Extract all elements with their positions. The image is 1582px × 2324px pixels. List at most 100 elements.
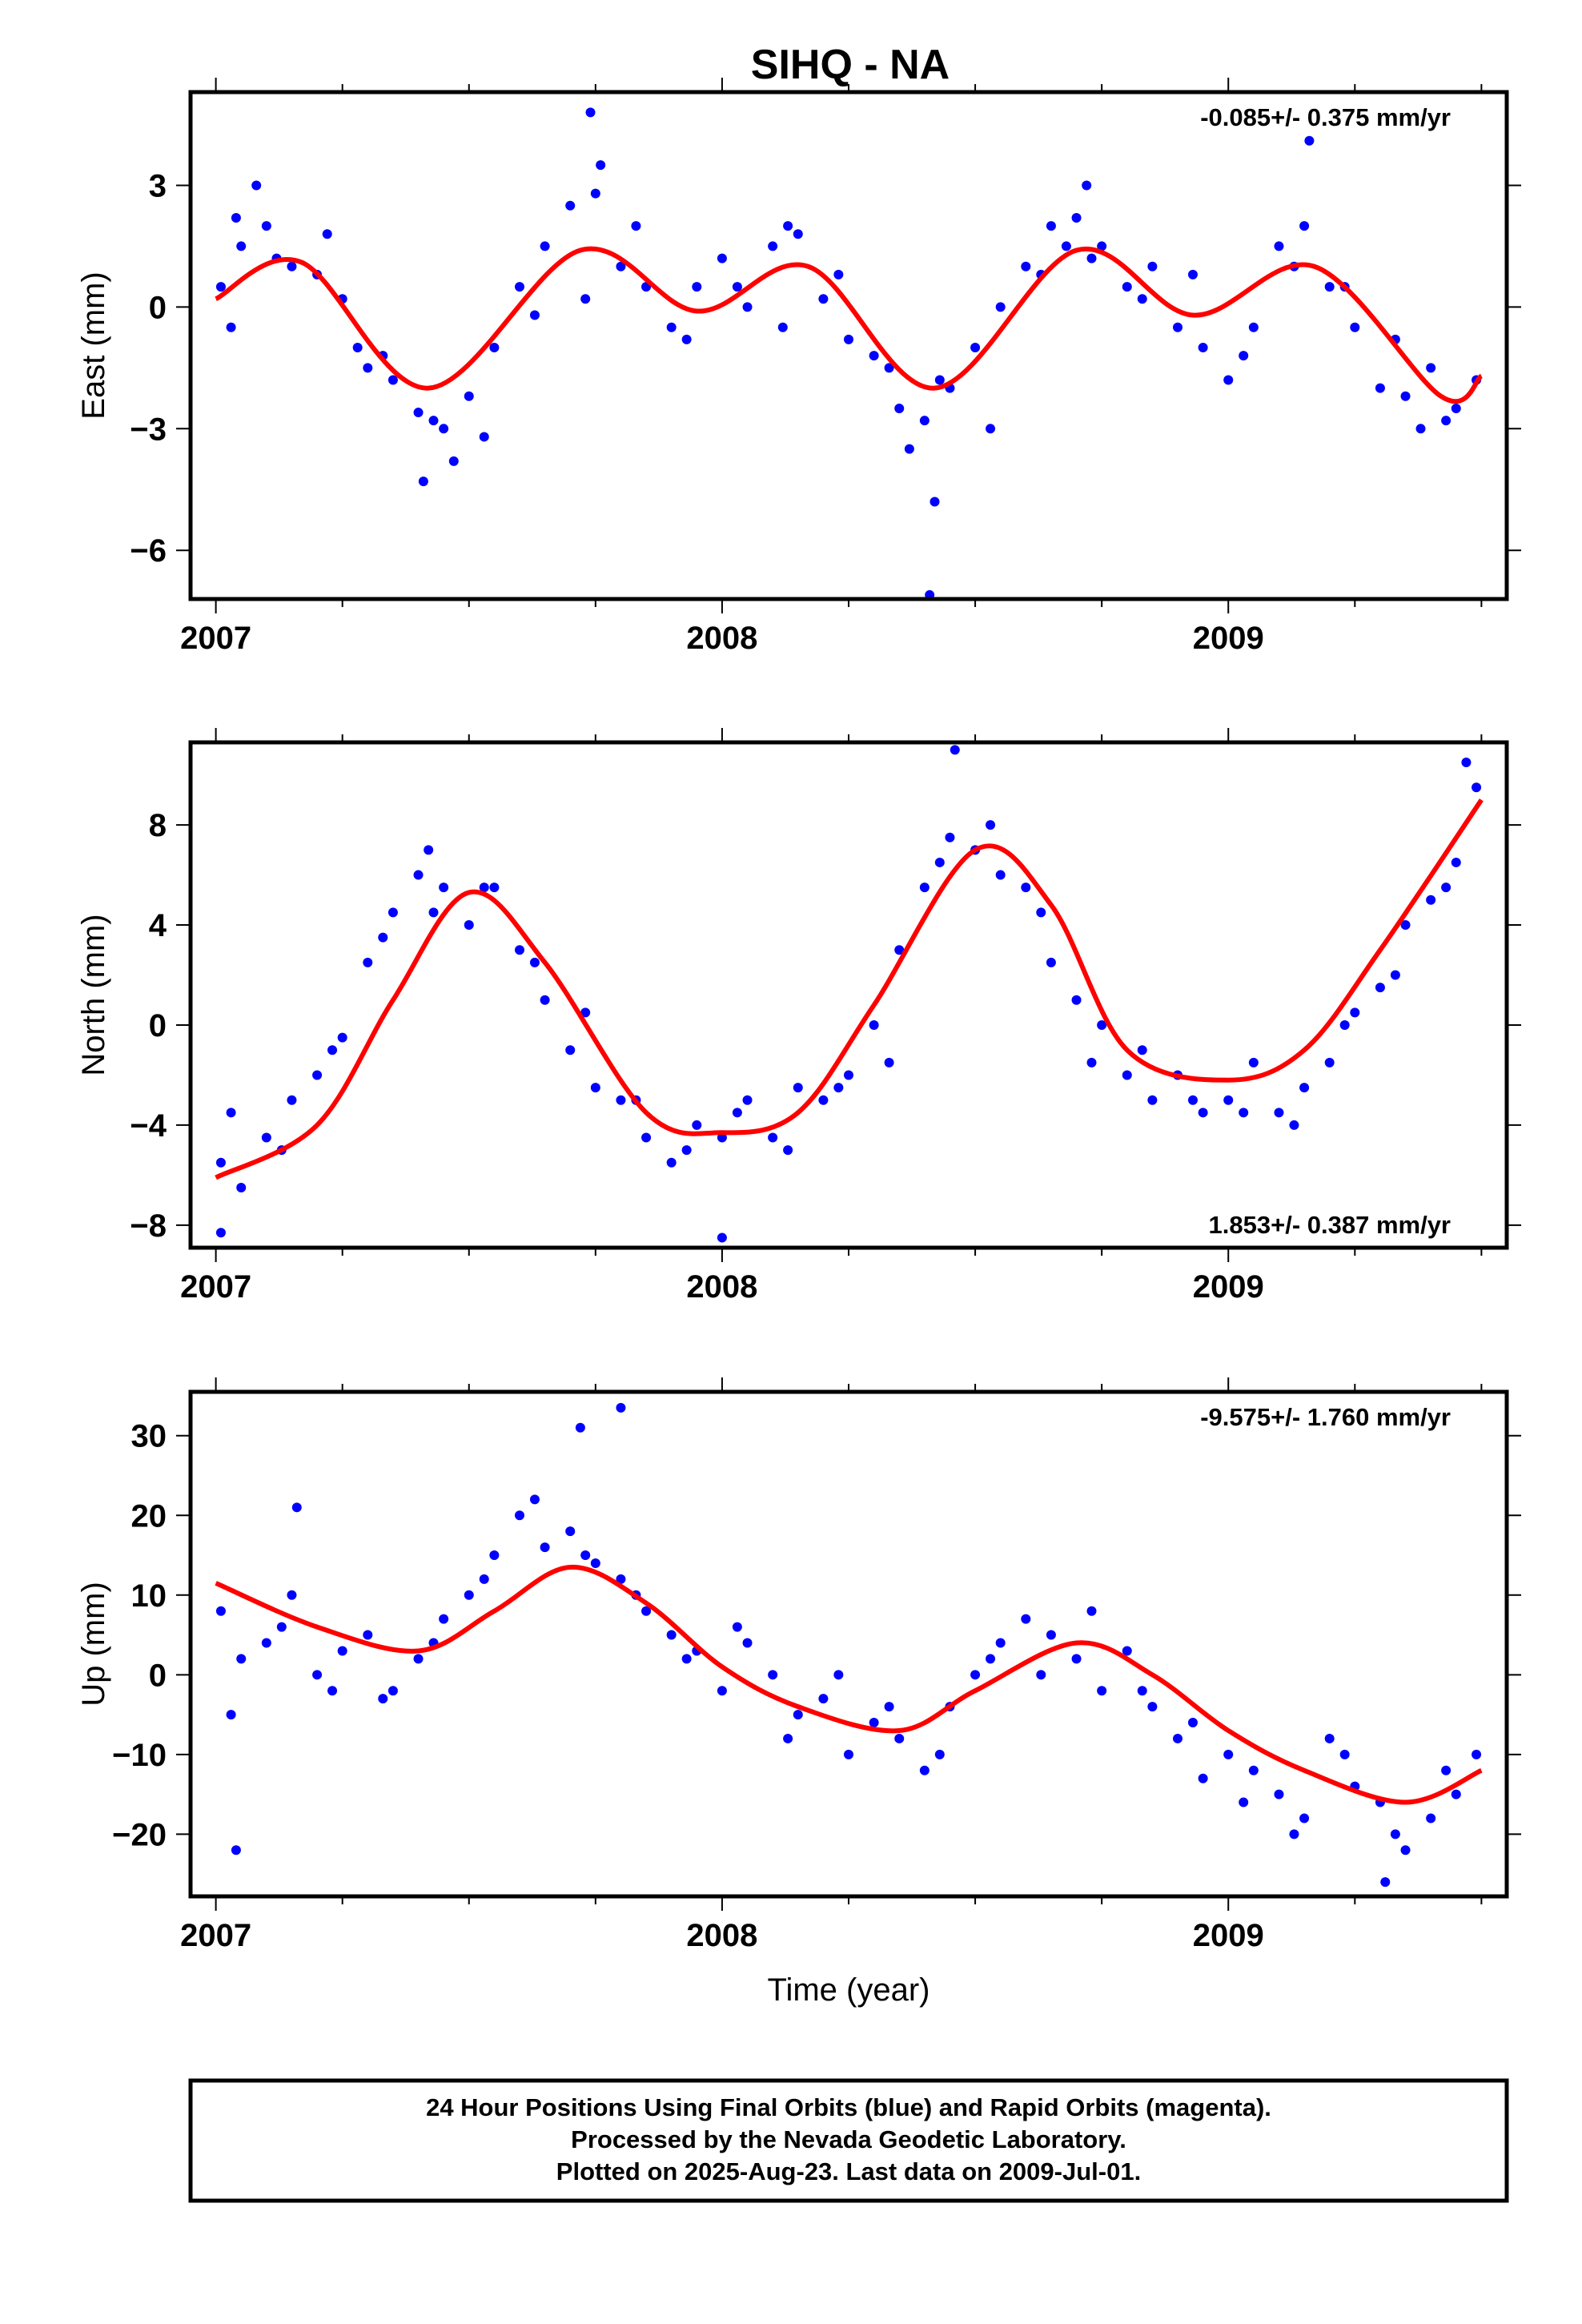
- data-point: [793, 229, 803, 239]
- y-tick-label: 3: [149, 168, 167, 203]
- data-point: [387, 375, 398, 385]
- data-point: [666, 322, 677, 332]
- data-point: [818, 1095, 829, 1105]
- data-point: [1046, 1630, 1056, 1640]
- data-point: [692, 1120, 702, 1130]
- data-point: [1071, 995, 1082, 1005]
- data-point: [1198, 1773, 1208, 1783]
- data-point: [631, 221, 641, 231]
- data-point: [287, 1095, 297, 1105]
- data-points: [215, 745, 1484, 1243]
- data-point: [1036, 907, 1046, 918]
- data-point: [894, 403, 905, 413]
- y-tick-label: 0: [149, 1008, 167, 1043]
- data-point: [276, 1622, 287, 1632]
- data-point: [995, 302, 1006, 312]
- data-point: [428, 907, 439, 918]
- data-point: [215, 1228, 226, 1238]
- data-point: [904, 444, 914, 454]
- data-point: [226, 1710, 236, 1720]
- data-point: [337, 1032, 347, 1043]
- figure-title: SIHQ - NA: [751, 42, 950, 88]
- data-point: [479, 432, 489, 442]
- rate-label: -0.085+/- 0.375 mm/yr: [1200, 103, 1451, 131]
- plot-frame: [188, 740, 1509, 1250]
- data-point: [732, 1108, 742, 1118]
- data-point: [641, 1606, 652, 1616]
- data-point: [565, 1526, 576, 1537]
- y-tick-label: 0: [149, 1658, 167, 1693]
- data-point: [986, 1654, 996, 1664]
- data-point: [768, 1670, 778, 1680]
- data-point: [231, 1845, 241, 1856]
- data-point: [1248, 1057, 1259, 1068]
- data-point: [327, 1686, 338, 1696]
- data-point: [529, 1494, 540, 1505]
- data-point: [777, 322, 788, 332]
- data-point: [413, 870, 424, 880]
- data-point: [1147, 261, 1158, 271]
- data-point: [793, 1710, 803, 1720]
- data-point: [529, 957, 540, 967]
- data-point: [783, 221, 793, 231]
- y-tick-label: 30: [131, 1419, 167, 1454]
- data-point: [1339, 1019, 1350, 1030]
- data-point: [489, 1550, 500, 1561]
- data-point: [1451, 1789, 1461, 1799]
- data-point: [464, 920, 474, 931]
- data-point: [312, 1670, 323, 1680]
- data-point: [1441, 1765, 1452, 1775]
- data-point: [337, 1646, 347, 1656]
- data-point: [1198, 343, 1208, 353]
- data-point: [1021, 883, 1031, 893]
- data-point: [439, 424, 449, 434]
- data-point: [1426, 1813, 1436, 1823]
- x-tick-label: 2007: [180, 621, 251, 656]
- y-tick-label: 4: [149, 908, 167, 943]
- data-point: [970, 1670, 981, 1680]
- data-point: [1147, 1702, 1158, 1712]
- data-point: [378, 1694, 388, 1704]
- data-point: [464, 1590, 474, 1600]
- data-point: [1097, 1686, 1107, 1696]
- data-point: [818, 1694, 829, 1704]
- panel-up: 2007 2008 2009 30 20 10 0 −10 −20 -9.575+/- 1.760…: [76, 1377, 1521, 2008]
- data-point: [1299, 1813, 1310, 1823]
- data-point: [783, 1145, 793, 1156]
- data-point: [439, 1614, 449, 1624]
- data-point: [1097, 1019, 1107, 1030]
- data-point: [869, 351, 879, 361]
- data-point: [995, 1638, 1006, 1648]
- panel-east: 2007 2008 2009 3 0 −3 −6 -0.085+/- 0.375 mm/yr E…: [76, 78, 1521, 656]
- data-point: [986, 424, 996, 434]
- footer-box: [188, 2078, 1509, 2203]
- data-point: [934, 1749, 945, 1759]
- x-tick-label: 2009: [1193, 621, 1264, 656]
- data-point: [1046, 221, 1056, 231]
- data-point: [565, 200, 576, 211]
- footer-line-3: Plotted on 2025-Aug-23. Last data on 200…: [556, 2157, 1141, 2185]
- data-point: [291, 1502, 302, 1513]
- data-point: [327, 1045, 338, 1055]
- data-point: [930, 497, 940, 507]
- data-point: [1086, 1057, 1097, 1068]
- fit-curve: [215, 246, 1484, 404]
- x-tick-label: 2007: [180, 1269, 251, 1305]
- x-tick-label: 2009: [1193, 1918, 1264, 1953]
- y-axis-label: East (mm): [76, 271, 111, 419]
- data-point: [717, 1686, 727, 1696]
- data-point: [585, 107, 596, 118]
- data-point: [1239, 351, 1249, 361]
- x-tick-label: 2009: [1193, 1269, 1264, 1305]
- data-point: [869, 1019, 879, 1030]
- y-tick-label: 0: [149, 290, 167, 325]
- data-point: [1400, 920, 1411, 931]
- data-points: [215, 1402, 1483, 1888]
- data-point: [616, 1574, 626, 1584]
- data-point: [934, 857, 945, 867]
- data-point: [287, 261, 297, 271]
- data-point: [717, 1132, 727, 1143]
- data-point: [986, 820, 996, 830]
- data-point: [428, 416, 439, 426]
